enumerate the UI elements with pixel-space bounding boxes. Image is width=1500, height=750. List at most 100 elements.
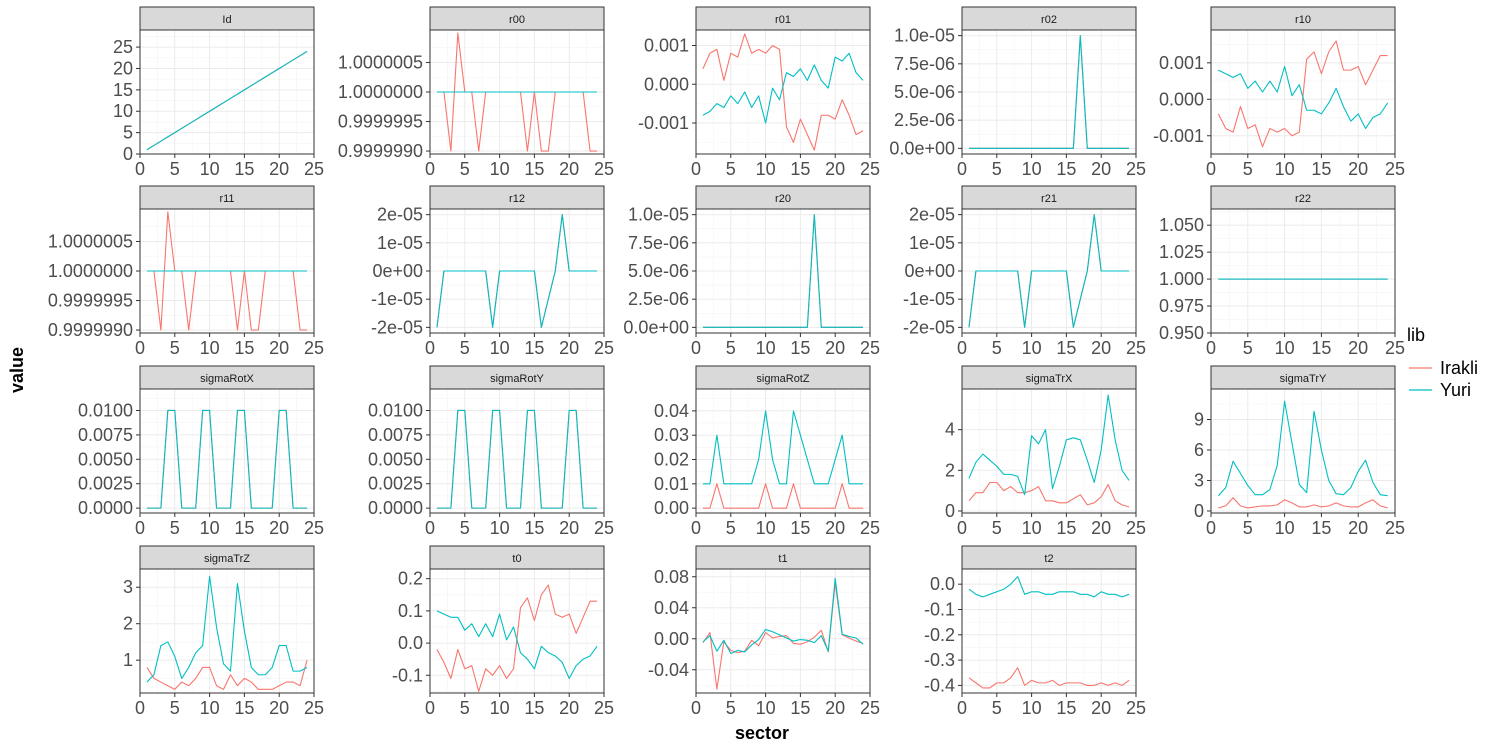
x-tick-label: 10: [1022, 338, 1042, 358]
y-tick-label: -1e-05: [903, 289, 955, 309]
y-tick-label: 0.0025: [78, 474, 133, 494]
panel-t1: t1 0 5 10 15 20 25 -0.04 0.00 0.04 0.08: [648, 545, 880, 718]
strip-label-sigmatrx: sigmaTrX: [1026, 373, 1073, 385]
x-tick-label: 15: [790, 159, 810, 179]
y-tick-label: -0.4: [924, 675, 955, 695]
x-tick-label: 5: [1243, 338, 1253, 358]
y-tick-label: -0.001: [1153, 126, 1204, 146]
legend: lib Irakli Yuri: [1407, 325, 1478, 400]
x-tick-label: 20: [559, 338, 579, 358]
y-tick-label: -2e-05: [371, 317, 423, 337]
y-tick-label: 0.9999995: [338, 112, 423, 132]
x-tick-label: 0: [957, 518, 967, 538]
y-tick-label: 1.0000005: [48, 231, 133, 251]
x-tick-label: 20: [269, 518, 289, 538]
x-tick-label: 10: [756, 159, 776, 179]
x-tick-label: 10: [200, 518, 220, 538]
strip-label-r20: r20: [775, 193, 791, 205]
x-tick-label: 0: [1206, 159, 1216, 179]
x-tick-label: 25: [860, 159, 880, 179]
y-tick-label: 0.00: [654, 498, 689, 518]
y-tick-label: 0.9999990: [338, 141, 423, 161]
y-tick-label: 0.0e+00: [623, 317, 689, 337]
series-line-irakli-sigmatry: [1218, 497, 1388, 509]
y-tick-label: 2e-05: [909, 205, 955, 225]
series-line-irakli-t2: [968, 667, 1130, 689]
x-tick-label: 5: [170, 338, 180, 358]
plot-border-sigmarotx: [139, 388, 315, 514]
x-axis-title: sector: [735, 723, 789, 743]
panel-sigmatrx: sigmaTrX 0 5 10 15 20 25 0 2 4: [945, 365, 1146, 538]
x-tick-label: 10: [490, 338, 510, 358]
y-tick-label: 0: [123, 144, 133, 164]
series-line-yuri-sigmarotx: [146, 409, 308, 509]
x-tick-label: 25: [860, 698, 880, 718]
y-tick-label: 20: [113, 58, 133, 78]
series-line-yuri-r10: [1218, 65, 1389, 130]
x-tick-label: 25: [1385, 159, 1405, 179]
x-tick-label: 15: [234, 338, 254, 358]
series-line-yuri-r21: [968, 214, 1130, 328]
series-line-yuri-r01: [702, 52, 864, 124]
x-tick-label: 10: [1022, 159, 1042, 179]
x-tick-label: 5: [726, 159, 736, 179]
y-tick-label: -1e-05: [371, 289, 423, 309]
strip-label-r02: r02: [1041, 14, 1057, 26]
y-tick-label: 0.0000: [368, 498, 423, 518]
x-tick-label: 0: [691, 159, 701, 179]
strip-label-r00: r00: [509, 14, 525, 26]
y-tick-label: -0.04: [648, 660, 689, 680]
y-tick-label: 0.0000: [78, 498, 133, 518]
x-tick-label: 5: [726, 338, 736, 358]
x-tick-label: 0: [135, 698, 145, 718]
strip-label-sigmatry: sigmaTrY: [1280, 373, 1327, 385]
y-tick-label: -0.001: [638, 113, 689, 133]
x-tick-label: 20: [1091, 518, 1111, 538]
y-tick-label: 0.9999990: [48, 320, 133, 340]
panel-r21: r21 0 5 10 15 20 25 -2e-05 -1e-05 0e+00 1e-05 2e-05: [903, 185, 1146, 358]
x-tick-label: 15: [790, 338, 810, 358]
x-tick-label: 0: [691, 338, 701, 358]
strip-label-id: Id: [222, 14, 231, 26]
x-tick-label: 10: [756, 518, 776, 538]
y-tick-label: 1: [123, 650, 133, 670]
y-tick-label: 7.5e-06: [894, 54, 955, 74]
y-tick-label: 1.0000005: [338, 52, 423, 72]
x-tick-label: 0: [957, 159, 967, 179]
y-tick-label: 1.000: [1159, 269, 1204, 289]
x-tick-label: 15: [524, 518, 544, 538]
x-tick-label: 15: [524, 159, 544, 179]
x-tick-label: 25: [304, 159, 324, 179]
x-tick-label: 20: [1091, 338, 1111, 358]
x-tick-label: 15: [790, 698, 810, 718]
y-tick-label: 0.0075: [78, 425, 133, 445]
panel-r00: r00 0 5 10 15 20 25 0.9999990 0.9999995 1.0000000…: [338, 6, 614, 179]
y-tick-label: 0.000: [644, 74, 689, 94]
y-tick-label: 5: [123, 123, 133, 143]
y-tick-label: 0.02: [654, 450, 689, 470]
x-tick-label: 0: [1206, 338, 1216, 358]
y-tick-label: 1.0000000: [338, 82, 423, 102]
series-line-yuri-id: [146, 50, 308, 151]
y-tick-label: 0.001: [644, 36, 689, 56]
panel-r12: r12 0 5 10 15 20 25 -2e-05 -1e-05 0e+00 1e-05 2e-05: [371, 185, 614, 358]
series-line-yuri-sigmatrx: [968, 394, 1130, 496]
x-tick-label: 15: [1056, 518, 1076, 538]
y-tick-label: 0.00: [654, 629, 689, 649]
panel-t0: t0 0 5 10 15 20 25 -0.1 0.0 0.1 0.2: [392, 545, 614, 718]
x-tick-label: 25: [1126, 518, 1146, 538]
x-tick-label: 20: [825, 518, 845, 538]
strip-label-sigmatrz: sigmaTrZ: [204, 553, 250, 565]
panel-sigmarotx: sigmaRotX 0 5 10 15 20 25 0.0000 0.0025 0.0050 0.0…: [78, 365, 324, 538]
series-line-yuri-sigmaroty: [436, 409, 598, 509]
series-line-irakli-sigmatrx: [968, 481, 1130, 508]
strip-label-r22: r22: [1295, 193, 1311, 205]
y-tick-label: 4: [945, 420, 955, 440]
y-tick-label: -0.3: [924, 650, 955, 670]
strip-label-r12: r12: [509, 193, 525, 205]
panel-sigmatrz: sigmaTrZ 0 5 10 15 20 25 1 2 3: [123, 545, 324, 718]
strip-label-t0: t0: [512, 553, 521, 565]
series-line-yuri-sigmatrz: [146, 575, 308, 683]
